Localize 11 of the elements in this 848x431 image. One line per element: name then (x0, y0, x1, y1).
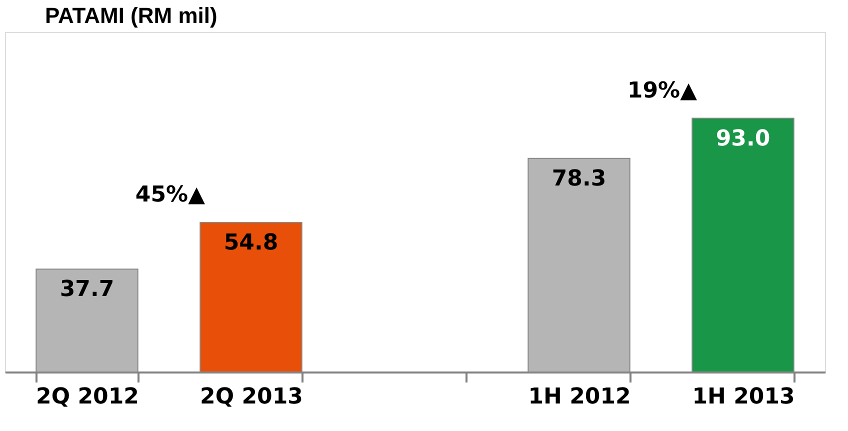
x-tick-label: 2Q 2012 (36, 384, 139, 410)
chart-title: PATAMI (RM mil) (45, 3, 218, 28)
x-tick-label: 1H 2012 (528, 384, 631, 410)
x-tick-label: 1H 2013 (692, 384, 795, 410)
data-label: 93.0 (716, 126, 770, 152)
data-label: 78.3 (552, 166, 606, 192)
annotation: 45%▲ (135, 182, 206, 208)
data-label: 37.7 (60, 277, 114, 302)
text: 19%▲ (627, 78, 698, 104)
x-tick-label: 2Q 2013 (200, 384, 303, 410)
data-label: 54.8 (224, 230, 278, 256)
